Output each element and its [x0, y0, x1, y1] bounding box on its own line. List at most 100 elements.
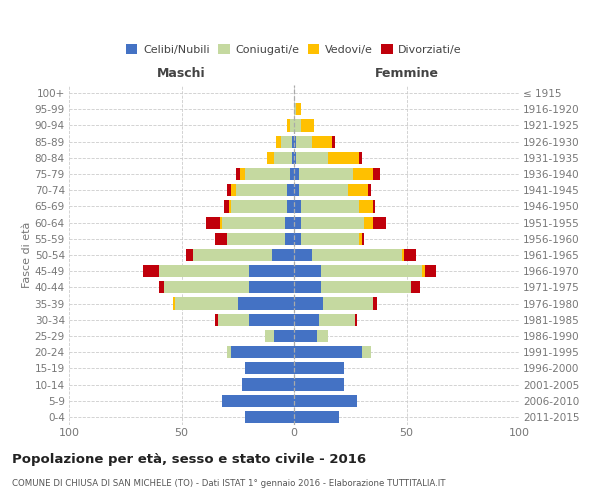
- Bar: [227, 184, 231, 196]
- Bar: [373, 168, 380, 180]
- Bar: [218, 314, 249, 326]
- Bar: [215, 314, 218, 326]
- Bar: [294, 249, 312, 261]
- Bar: [321, 265, 422, 278]
- Bar: [227, 346, 231, 358]
- Bar: [245, 411, 294, 423]
- Bar: [411, 282, 420, 294]
- Bar: [296, 136, 312, 147]
- Bar: [186, 249, 193, 261]
- Bar: [285, 216, 294, 228]
- Bar: [402, 249, 404, 261]
- Bar: [359, 200, 373, 212]
- Bar: [294, 200, 301, 212]
- Bar: [215, 232, 227, 245]
- Bar: [294, 136, 296, 147]
- Bar: [301, 120, 314, 132]
- Bar: [249, 314, 294, 326]
- Bar: [301, 232, 359, 245]
- Legend: Celibi/Nubili, Coniugati/e, Vedovi/e, Divorziati/e: Celibi/Nubili, Coniugati/e, Vedovi/e, Di…: [122, 40, 466, 59]
- Bar: [332, 136, 335, 147]
- Bar: [299, 168, 353, 180]
- Bar: [317, 330, 328, 342]
- Bar: [265, 330, 274, 342]
- Bar: [285, 232, 294, 245]
- Bar: [287, 120, 290, 132]
- Bar: [292, 136, 294, 147]
- Y-axis label: Anni di nascita: Anni di nascita: [599, 214, 600, 296]
- Bar: [323, 298, 373, 310]
- Bar: [276, 136, 281, 147]
- Bar: [159, 282, 163, 294]
- Bar: [312, 249, 402, 261]
- Bar: [301, 200, 359, 212]
- Bar: [353, 168, 373, 180]
- Bar: [294, 168, 299, 180]
- Bar: [229, 200, 231, 212]
- Bar: [296, 152, 328, 164]
- Y-axis label: Fasce di età: Fasce di età: [22, 222, 32, 288]
- Bar: [245, 362, 294, 374]
- Text: Popolazione per età, sesso e stato civile - 2016: Popolazione per età, sesso e stato civil…: [12, 452, 366, 466]
- Bar: [328, 152, 359, 164]
- Bar: [294, 411, 339, 423]
- Bar: [206, 216, 220, 228]
- Bar: [373, 298, 377, 310]
- Bar: [240, 168, 245, 180]
- Bar: [267, 152, 274, 164]
- Text: COMUNE DI CHIUSA DI SAN MICHELE (TO) - Dati ISTAT 1° gennaio 2016 - Elaborazione: COMUNE DI CHIUSA DI SAN MICHELE (TO) - D…: [12, 479, 445, 488]
- Bar: [287, 200, 294, 212]
- Bar: [159, 265, 249, 278]
- Bar: [404, 249, 415, 261]
- Bar: [422, 265, 425, 278]
- Bar: [425, 265, 436, 278]
- Bar: [143, 265, 159, 278]
- Bar: [274, 330, 294, 342]
- Bar: [368, 184, 371, 196]
- Bar: [294, 282, 321, 294]
- Bar: [373, 200, 375, 212]
- Bar: [321, 282, 411, 294]
- Bar: [294, 394, 357, 407]
- Bar: [294, 314, 319, 326]
- Bar: [231, 346, 294, 358]
- Bar: [249, 265, 294, 278]
- Bar: [301, 216, 364, 228]
- Bar: [227, 232, 285, 245]
- Bar: [222, 394, 294, 407]
- Text: Femmine: Femmine: [374, 67, 439, 80]
- Bar: [359, 152, 361, 164]
- Bar: [290, 168, 294, 180]
- Bar: [287, 184, 294, 196]
- Bar: [175, 298, 238, 310]
- Bar: [294, 232, 301, 245]
- Bar: [249, 282, 294, 294]
- Bar: [312, 136, 332, 147]
- Bar: [222, 216, 285, 228]
- Bar: [224, 200, 229, 212]
- Bar: [235, 184, 287, 196]
- Bar: [294, 346, 361, 358]
- Bar: [231, 184, 235, 196]
- Bar: [361, 346, 371, 358]
- Bar: [193, 249, 271, 261]
- Bar: [296, 103, 301, 116]
- Bar: [231, 200, 287, 212]
- Bar: [235, 168, 240, 180]
- Bar: [163, 282, 249, 294]
- Bar: [348, 184, 368, 196]
- Bar: [359, 232, 361, 245]
- Bar: [319, 314, 355, 326]
- Bar: [294, 378, 343, 390]
- Bar: [271, 249, 294, 261]
- Bar: [299, 184, 348, 196]
- Bar: [294, 103, 296, 116]
- Bar: [294, 184, 299, 196]
- Bar: [355, 314, 357, 326]
- Bar: [290, 120, 294, 132]
- Bar: [274, 152, 292, 164]
- Bar: [242, 378, 294, 390]
- Bar: [292, 152, 294, 164]
- Bar: [364, 216, 373, 228]
- Bar: [294, 152, 296, 164]
